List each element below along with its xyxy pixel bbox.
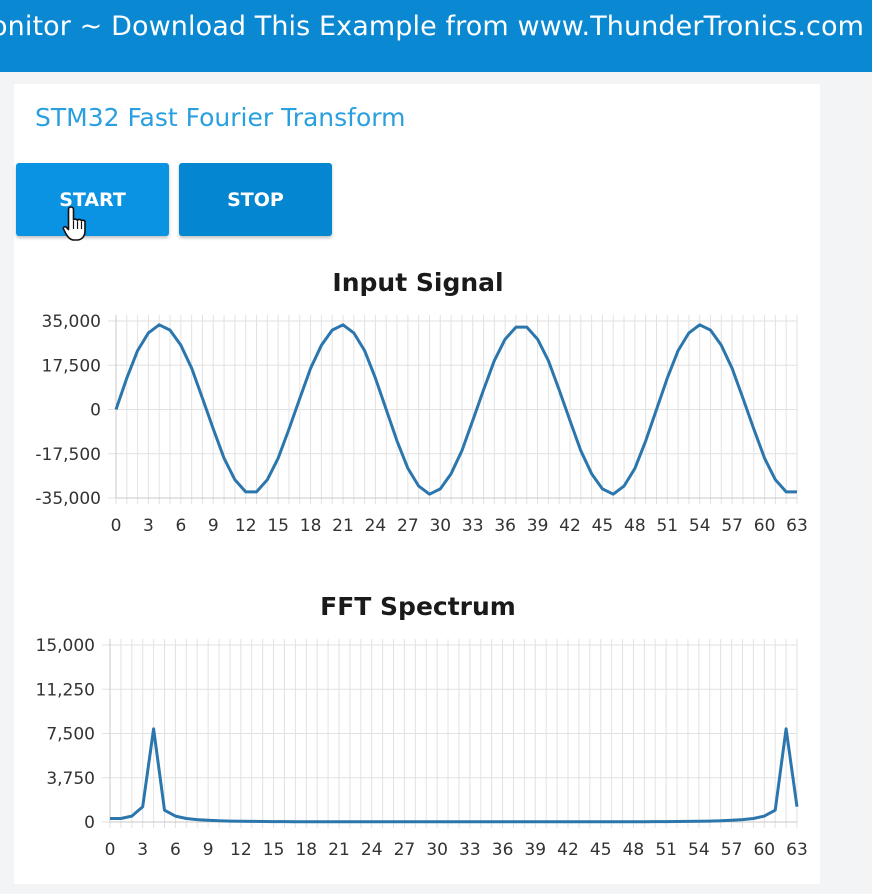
- x-tick-label: 36: [492, 840, 514, 860]
- x-tick-label: 9: [203, 840, 214, 860]
- x-tick-label: 63: [786, 840, 808, 860]
- x-tick-label: 39: [527, 516, 549, 536]
- x-tick-label: 15: [267, 516, 289, 536]
- x-tick-label: 33: [459, 840, 481, 860]
- y-tick-label: 35,000: [42, 312, 101, 332]
- x-tick-label: 18: [300, 516, 322, 536]
- x-tick-label: 51: [656, 516, 678, 536]
- x-tick-label: 3: [143, 516, 154, 536]
- x-tick-label: 24: [361, 840, 383, 860]
- x-tick-label: 42: [559, 516, 581, 536]
- x-tick-label: 60: [753, 840, 775, 860]
- x-tick-label: 21: [332, 516, 354, 536]
- x-tick-label: 9: [208, 516, 219, 536]
- series-line: [114, 323, 797, 496]
- input-signal-chart: Input Signal 35,000 17,500 0 -17,500 -35,000 0…: [35, 268, 807, 536]
- y-tick-label: 0: [90, 401, 101, 421]
- x-tick-label: 57: [721, 840, 743, 860]
- x-tick-label: 12: [235, 516, 257, 536]
- x-tick-label: 39: [524, 840, 546, 860]
- chart-title: Input Signal: [332, 268, 503, 297]
- x-tick-label: 27: [394, 840, 416, 860]
- x-tick-label: 54: [689, 516, 711, 536]
- x-tick-label: 12: [230, 840, 252, 860]
- x-tick-label: 48: [624, 516, 646, 536]
- banner-text: Monitor ~ Download This Example from www…: [0, 11, 864, 42]
- x-tick-label: 0: [105, 840, 116, 860]
- x-tick-label: 27: [397, 516, 419, 536]
- app-title: STM32 Fast Fourier Transform: [35, 103, 406, 132]
- top-banner: Monitor ~ Download This Example from www…: [0, 0, 872, 72]
- x-tick-label: 30: [426, 840, 448, 860]
- y-tick-label: 15,000: [36, 636, 95, 656]
- x-tick-label: 6: [175, 516, 186, 536]
- hand-cursor-icon: [62, 206, 86, 241]
- x-tick-label: 21: [328, 840, 350, 860]
- series-line: [110, 727, 799, 824]
- x-tick-label: 45: [592, 516, 614, 536]
- y-tick-label: -17,500: [35, 445, 101, 465]
- x-tick-label: 60: [754, 516, 776, 536]
- y-tick-label: 7,500: [46, 725, 95, 745]
- chart-title: FFT Spectrum: [320, 592, 516, 621]
- x-tick-label: 0: [111, 516, 122, 536]
- y-tick-label: 17,500: [42, 356, 101, 376]
- x-tick-label: 57: [721, 516, 743, 536]
- x-tick-label: 42: [557, 840, 579, 860]
- x-tick-label: 3: [137, 840, 148, 860]
- y-tick-label: 0: [84, 813, 95, 833]
- y-tick-label: 11,250: [36, 680, 95, 700]
- x-tick-label: 18: [295, 840, 317, 860]
- x-tick-label: 33: [462, 516, 484, 536]
- x-tick-label: 24: [365, 516, 387, 536]
- stop-button[interactable]: STOP: [179, 163, 332, 236]
- y-tick-label: -35,000: [35, 489, 101, 509]
- x-tick-label: 15: [263, 840, 285, 860]
- y-tick-label: 3,750: [46, 769, 95, 789]
- x-tick-label: 30: [429, 516, 451, 536]
- x-tick-label: 36: [494, 516, 516, 536]
- x-tick-label: 45: [590, 840, 612, 860]
- start-button[interactable]: START: [16, 163, 169, 236]
- x-tick-label: 63: [786, 516, 808, 536]
- x-tick-label: 51: [655, 840, 677, 860]
- x-tick-label: 48: [623, 840, 645, 860]
- x-tick-label: 6: [170, 840, 181, 860]
- x-tick-label: 54: [688, 840, 710, 860]
